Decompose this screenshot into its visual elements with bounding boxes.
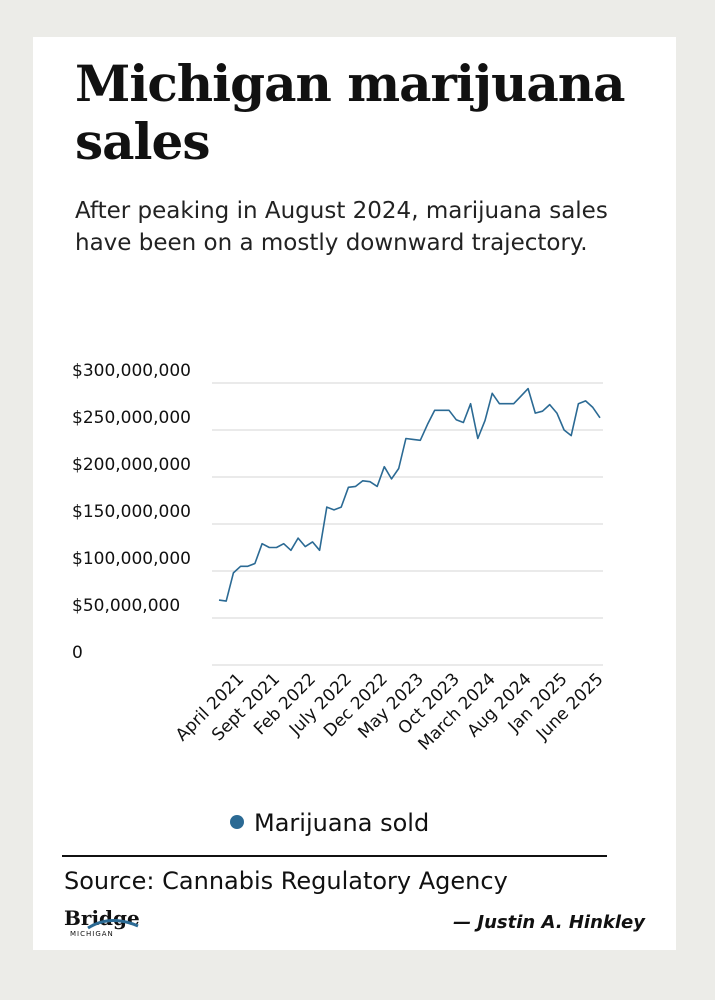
logo-sub: MICHIGAN <box>70 930 114 938</box>
logo-swoosh <box>87 919 139 930</box>
card: Michigan marijuana sales After peaking i… <box>33 37 676 950</box>
legend-marker <box>230 815 244 829</box>
y-tick-label: $300,000,000 <box>72 361 191 381</box>
source: Source: Cannabis Regulatory Agency <box>64 867 508 895</box>
y-tick-label: $200,000,000 <box>72 455 191 475</box>
logo: Bridge <box>64 906 140 930</box>
y-tick-label: $50,000,000 <box>72 596 180 616</box>
byline: — Justin A. Hinkley <box>453 912 646 933</box>
y-tick-label: $150,000,000 <box>72 502 191 522</box>
y-tick-label: $100,000,000 <box>72 549 191 569</box>
chart-subtitle: After peaking in August 2024, marijuana … <box>75 198 608 256</box>
legend-label: Marijuana sold <box>254 809 429 837</box>
chart-title: Michigan marijuana sales <box>75 54 625 171</box>
y-tick-label: 0 <box>72 643 83 663</box>
y-tick-label: $250,000,000 <box>72 408 191 428</box>
line <box>218 387 601 602</box>
